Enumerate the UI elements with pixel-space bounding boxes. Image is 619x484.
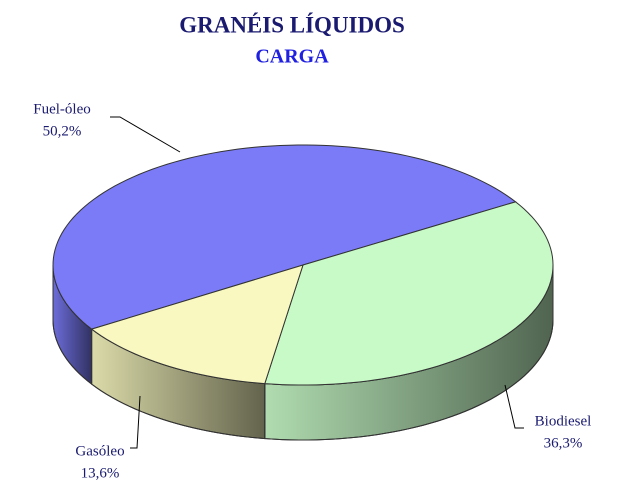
slice — [52, 144, 517, 330]
slice — [264, 201, 554, 386]
leader-line — [130, 395, 141, 449]
slice-value-label: 50,2% — [43, 123, 82, 139]
leader-line — [504, 384, 524, 429]
slice-label: Gasóleo — [75, 443, 124, 459]
slice-label: Fuel-óleo — [33, 101, 91, 117]
chart-subtitle: CARGA — [255, 46, 329, 68]
slice — [90, 264, 304, 385]
slice-label: Biodiesel — [535, 413, 592, 429]
slice-value-label: 36,3% — [544, 435, 583, 451]
slice-value-label: 13,6% — [81, 465, 120, 481]
chart-title: GRANÉIS LÍQUIDOS — [179, 12, 405, 37]
leader-line — [110, 116, 181, 153]
